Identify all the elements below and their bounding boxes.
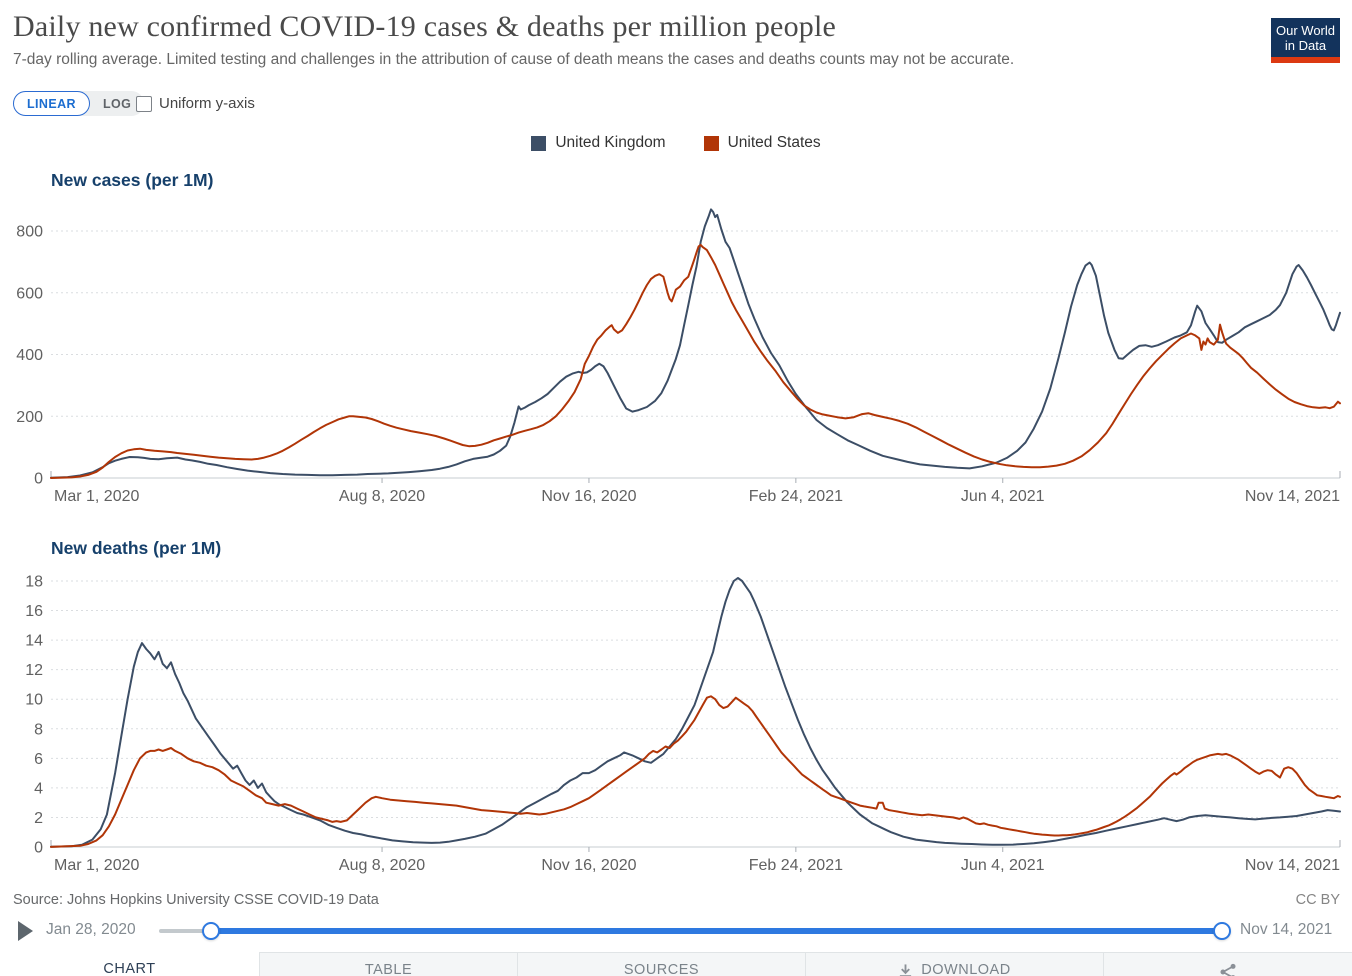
tab-chart-label: CHART [103, 961, 156, 976]
series-line-united-kingdom [50, 577, 1341, 848]
tab-table-label: TABLE [364, 962, 413, 976]
series-line-united-states [50, 695, 1341, 848]
x-tick-label: Mar 1, 2020 [54, 488, 139, 505]
x-tick-label: Aug 8, 2020 [339, 857, 425, 874]
scale-toggle: LINEAR LOG [13, 91, 145, 116]
y-tick-label: 18 [25, 574, 43, 591]
tab-download-label: DOWNLOAD [921, 962, 1011, 976]
share-icon [1219, 963, 1237, 976]
timeline-track-active[interactable] [208, 928, 1224, 934]
y-tick-label: 4 [34, 780, 43, 797]
y-tick-label: 0 [34, 471, 43, 488]
owid-logo-line1: Our World [1276, 23, 1335, 38]
y-tick-label: 10 [25, 692, 43, 709]
legend-label-us: United States [727, 134, 821, 151]
series-line-united-states [50, 243, 1341, 479]
y-tick-label: 0 [34, 840, 43, 857]
y-tick-label: 200 [16, 409, 43, 426]
owid-logo[interactable]: Our World in Data [1271, 18, 1340, 63]
timeline-end-date: Nov 14, 2021 [1240, 921, 1333, 938]
tab-share[interactable] [1103, 952, 1352, 976]
legend-swatch-uk [531, 135, 547, 151]
legend-swatch-us [703, 135, 719, 151]
x-tick-label: Jun 4, 2021 [961, 488, 1045, 505]
legend-item-united-kingdom[interactable]: United Kingdom [531, 134, 666, 152]
source-note: Source: Johns Hopkins University CSSE CO… [13, 892, 379, 908]
cases-chart-title: New cases (per 1M) [51, 170, 214, 190]
x-tick-label: Mar 1, 2020 [54, 857, 139, 874]
page-subtitle: 7-day rolling average. Limited testing a… [13, 51, 1015, 68]
play-icon[interactable] [18, 921, 33, 941]
uniform-y-axis-checkbox[interactable] [136, 95, 152, 112]
y-tick-label: 400 [16, 347, 43, 364]
uniform-y-axis-control: Uniform y-axis [136, 95, 255, 112]
y-tick-label: 2 [34, 810, 43, 827]
timeline-track-inactive[interactable] [159, 929, 205, 933]
linear-button[interactable]: LINEAR [13, 91, 90, 116]
x-tick-label: Aug 8, 2020 [339, 488, 425, 505]
y-tick-label: 800 [16, 224, 43, 241]
x-tick-label: Feb 24, 2021 [749, 857, 843, 874]
tab-chart[interactable]: CHART [0, 952, 259, 976]
page-title: Daily new confirmed COVID-19 cases & dea… [13, 10, 837, 43]
x-tick-label: Jun 4, 2021 [961, 857, 1045, 874]
timeline-handle-end[interactable] [1213, 922, 1231, 940]
footer-tabs: CHART TABLE SOURCES DOWNLOAD [0, 952, 1352, 976]
x-tick-label: Nov 16, 2020 [541, 857, 636, 874]
x-tick-label: Nov 14, 2021 [1245, 857, 1340, 874]
cases-chart: 0 200 400 600 800 Mar 1, 2020 Aug 8, 2020 Nov 1… [16, 208, 1341, 505]
x-tick-label: Nov 14, 2021 [1245, 488, 1340, 505]
download-icon [898, 963, 913, 976]
uniform-y-axis-label: Uniform y-axis [159, 95, 255, 112]
license-label[interactable]: CC BY [1295, 892, 1340, 908]
legend-label-uk: United Kingdom [555, 134, 666, 151]
y-tick-label: 600 [16, 285, 43, 302]
timeline-handle-start[interactable] [202, 922, 220, 940]
deaths-chart: 0 2 4 6 8 10 12 14 16 18 Mar 1, 2020 Aug 8, 2020 Nov… [25, 574, 1341, 874]
owid-logo-line2: in Data [1284, 38, 1327, 53]
timeline-start-date: Jan 28, 2020 [46, 921, 136, 938]
y-tick-label: 8 [34, 721, 43, 738]
x-tick-label: Nov 16, 2020 [541, 488, 636, 505]
legend: United Kingdom United States [0, 134, 1352, 152]
tab-download[interactable]: DOWNLOAD [805, 952, 1103, 976]
deaths-chart-title: New deaths (per 1M) [51, 538, 222, 558]
x-tick-label: Feb 24, 2021 [749, 488, 843, 505]
tab-sources[interactable]: SOURCES [517, 952, 805, 976]
log-button[interactable]: LOG [102, 96, 132, 111]
tab-sources-label: SOURCES [623, 962, 700, 976]
y-tick-label: 6 [34, 751, 43, 768]
series-line-united-kingdom [50, 208, 1341, 479]
legend-item-united-states[interactable]: United States [703, 134, 821, 152]
y-tick-label: 12 [25, 662, 43, 679]
y-tick-label: 14 [25, 633, 43, 650]
tab-table[interactable]: TABLE [259, 952, 517, 976]
y-tick-label: 16 [25, 603, 43, 620]
